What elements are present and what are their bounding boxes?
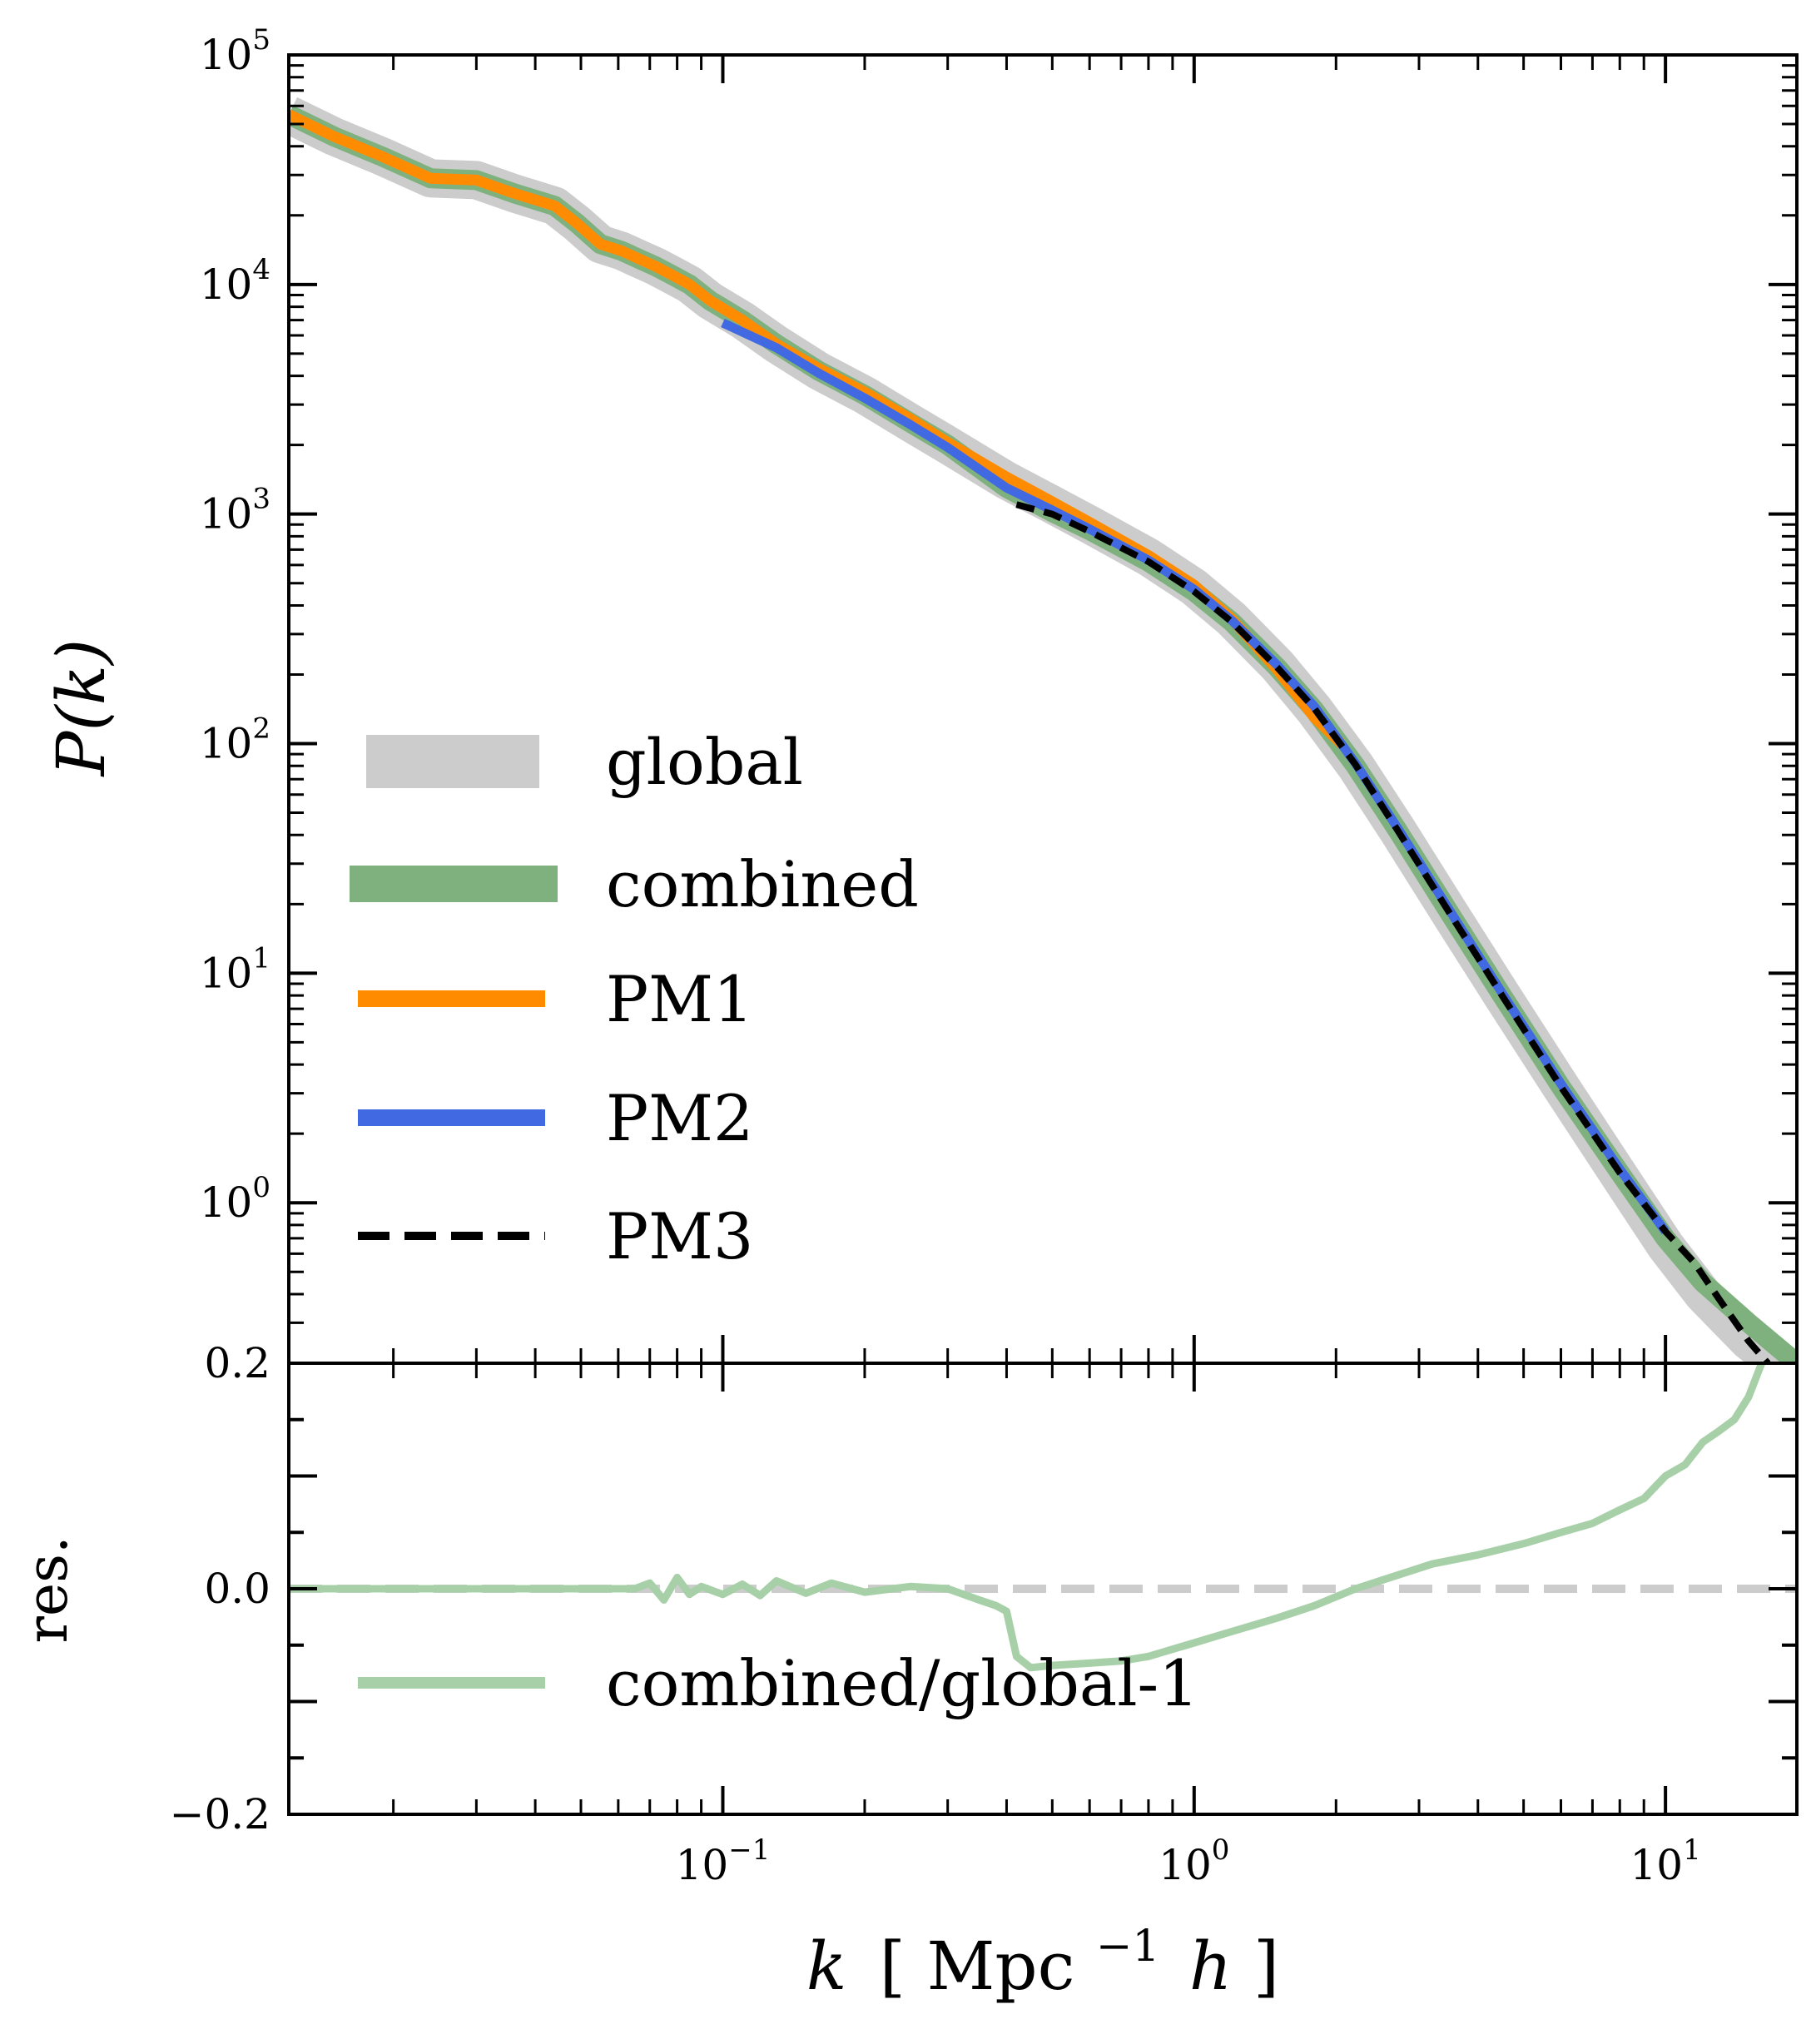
series-pm1-line: [289, 109, 1345, 748]
top-ytick-label: 105: [200, 23, 270, 79]
bottom-legend: combined/global-1: [358, 1646, 1199, 1720]
top-axes-frame: [287, 53, 1799, 1365]
series-residual-line: [289, 1363, 1766, 1672]
top-ticks-group: [289, 53, 1797, 1365]
bottom-ytick-labels: 0.0 −0.2: [170, 1565, 270, 1838]
legend-label-global: global: [606, 725, 803, 799]
bottom-y-axis-label: res.: [15, 1535, 81, 1643]
x-label-close: ]: [1253, 1927, 1279, 2005]
legend-label-pm2: PM2: [606, 1081, 753, 1155]
bottom-ytick-label: 0.0: [204, 1565, 270, 1613]
top-ytick-label: 101: [200, 941, 270, 997]
legend-label-pm3: PM3: [606, 1199, 753, 1273]
top-panel: 105 104 103 102 101 100 0.2 P(k) global combin…: [42, 23, 1799, 1387]
x-axis-label: k [ Mpc −1 h ]: [806, 1899, 1279, 2005]
bottom-xtick-labels: 10−1 100 101: [676, 1833, 1701, 1889]
top-ytick-label: 100: [200, 1171, 270, 1227]
bottom-series-group: [289, 1363, 1797, 1672]
legend-label-residual: combined/global-1: [606, 1646, 1199, 1720]
bottom-xtick-label: 101: [1630, 1833, 1701, 1889]
top-ytick-labels: 105 104 103 102 101 100 0.2: [200, 23, 270, 1387]
top-ytick-label: 0.2: [204, 1339, 270, 1387]
x-label-k: k: [806, 1927, 846, 2005]
legend-label-pm1: PM1: [606, 962, 753, 1036]
series-pm2-line: [721, 319, 1670, 1234]
x-label-open: [: [880, 1927, 906, 2005]
bottom-xtick-label: 100: [1159, 1833, 1229, 1889]
bottom-ytick-label: −0.2: [170, 1790, 270, 1838]
top-series-group: [289, 97, 1797, 1363]
top-y-axis-label: P(k): [42, 639, 120, 778]
bottom-xtick-label: 10−1: [676, 1833, 771, 1889]
x-label-h: h: [1189, 1927, 1233, 2005]
series-pm3-line: [1015, 501, 1771, 1363]
top-ytick-label: 104: [200, 253, 270, 309]
bottom-panel: 0.0 −0.2 10−1 100 101 res. combined/global-…: [15, 1362, 1799, 2005]
legend-label-combined: combined: [606, 847, 919, 921]
x-label-exp: −1: [1096, 1922, 1160, 1972]
top-ytick-label: 102: [200, 712, 270, 768]
bottom-axes-frame: [287, 1362, 1799, 1816]
x-label-unit: Mpc: [926, 1927, 1074, 2005]
top-ytick-label: 103: [200, 483, 270, 538]
top-legend: global combined PM1 PM2 PM3: [350, 725, 919, 1273]
